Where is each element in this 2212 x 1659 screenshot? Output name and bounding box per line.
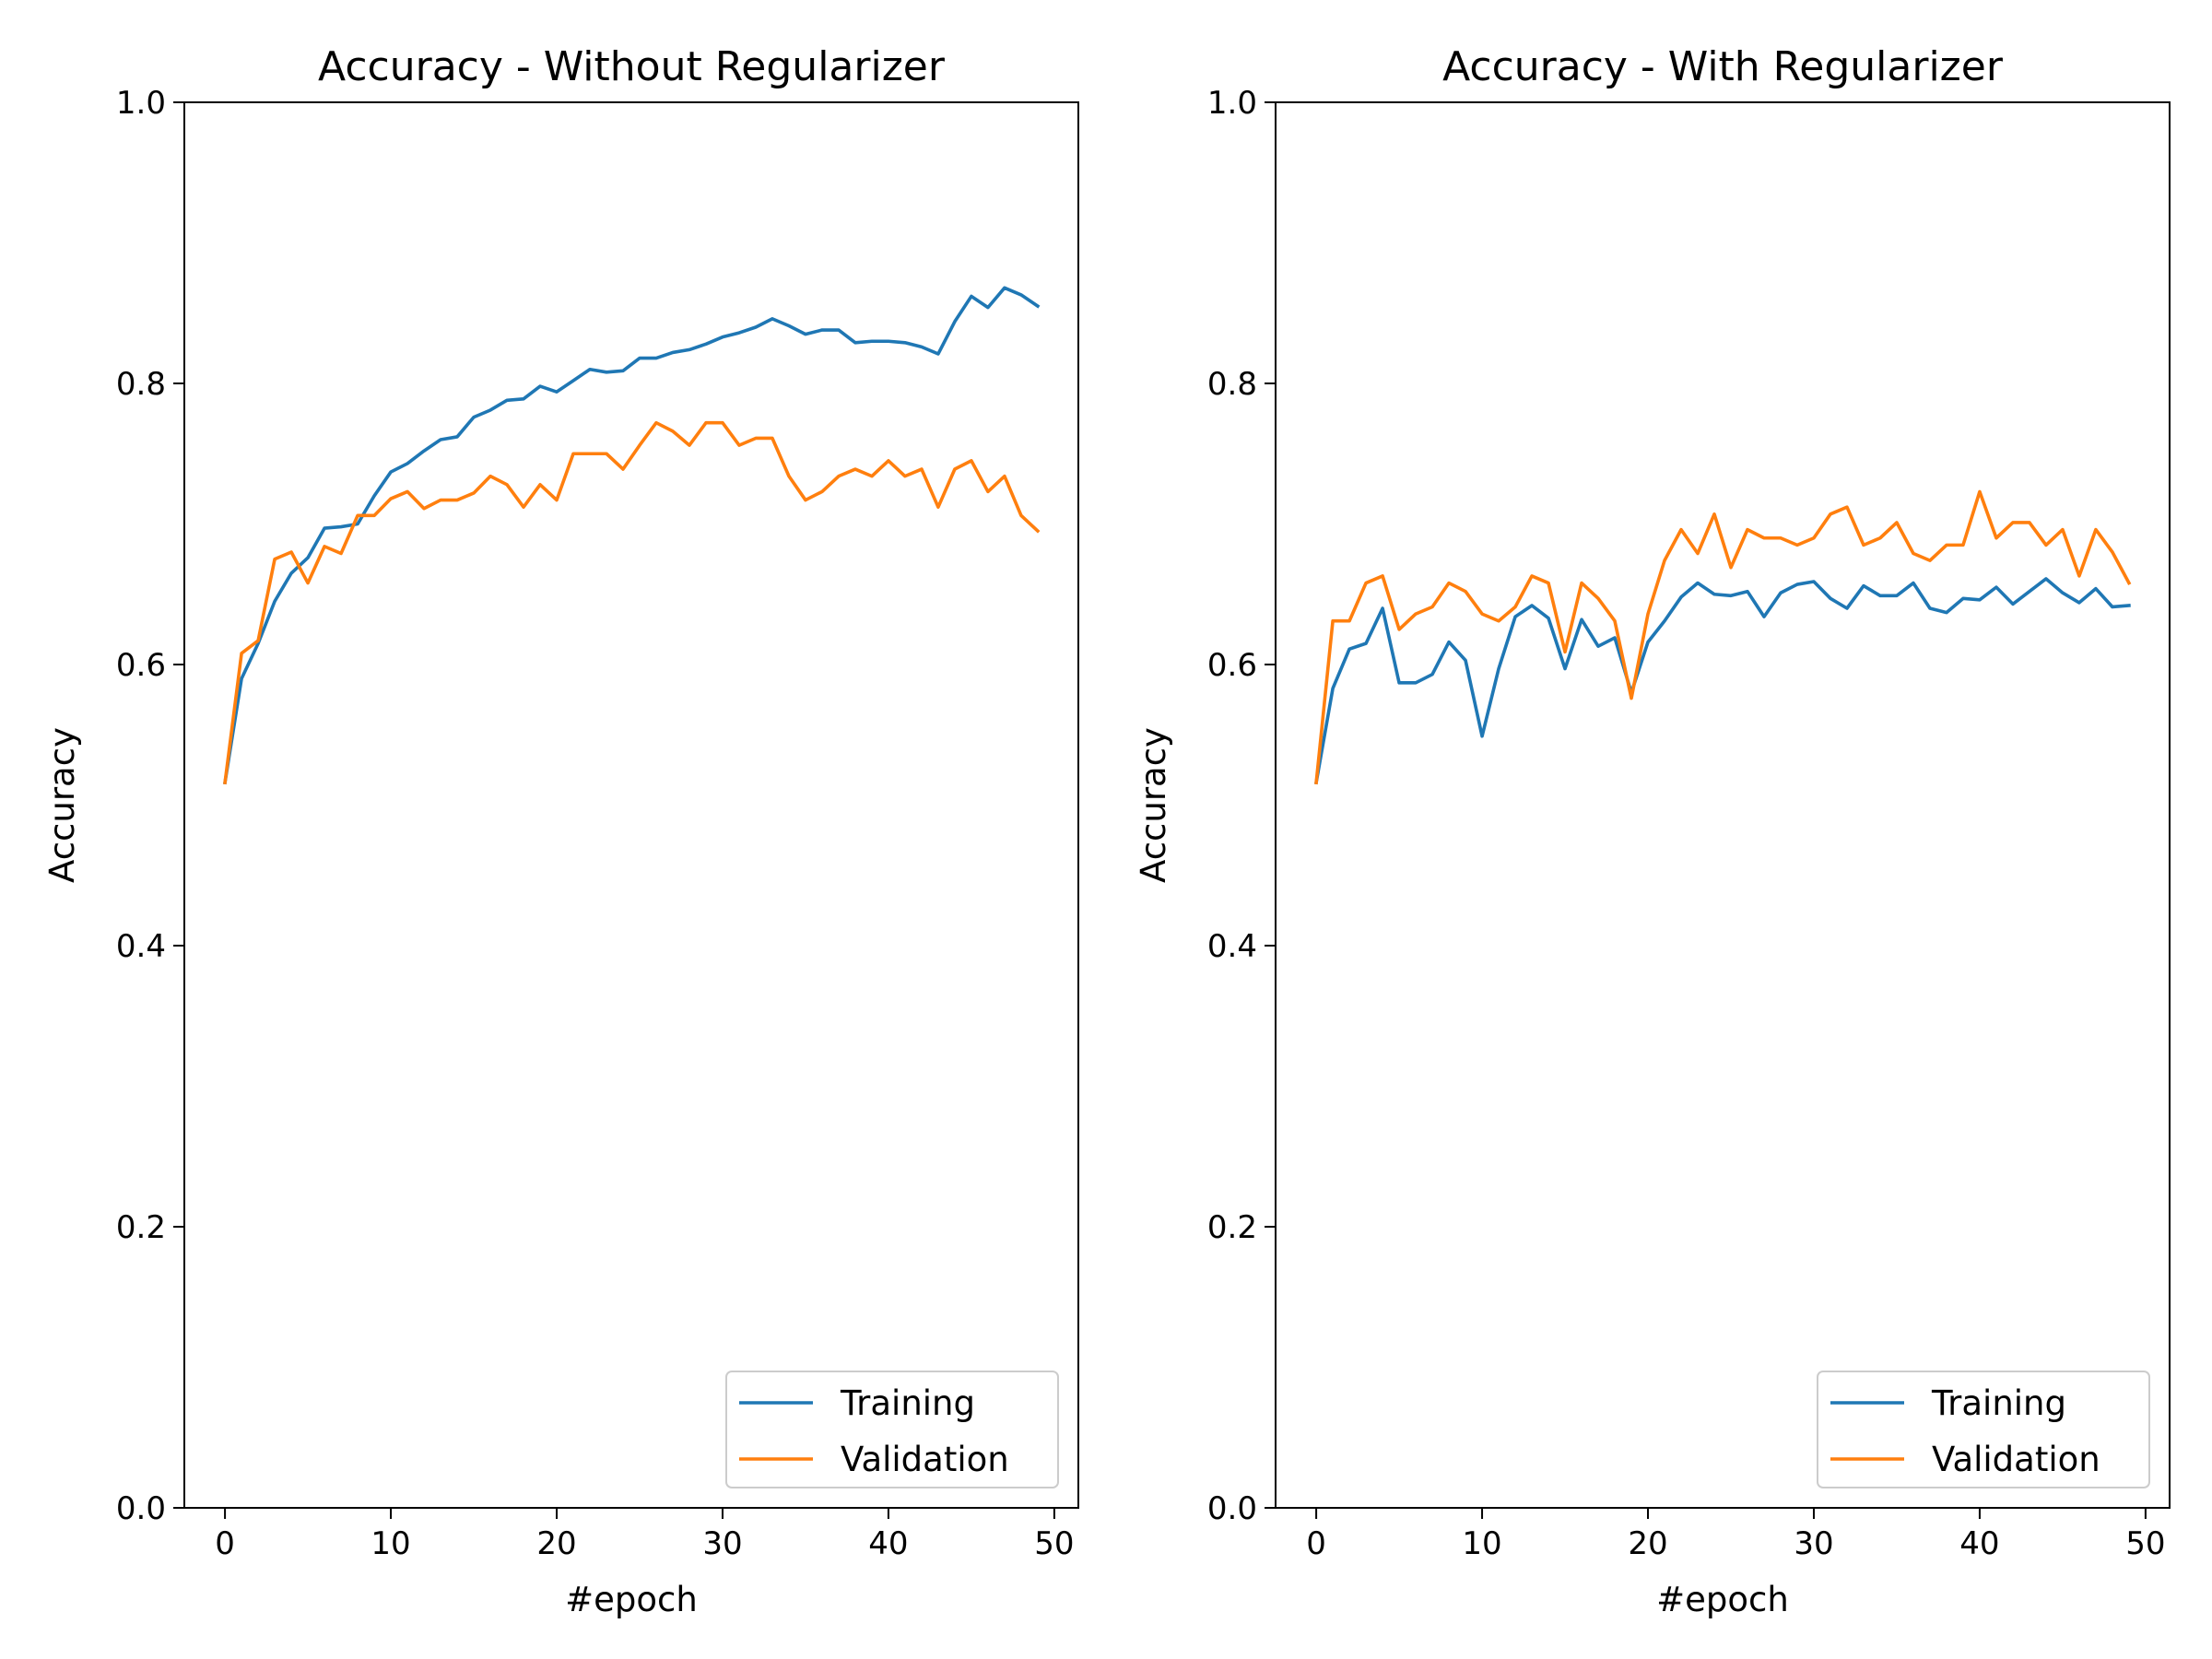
legend-label-training: Training	[1931, 1383, 2066, 1423]
x-tick-label: 30	[1794, 1525, 1833, 1562]
legend: Training Validation	[725, 1371, 1059, 1488]
legend-label-training: Training	[840, 1383, 975, 1423]
x-tick-label: 40	[1959, 1525, 1999, 1562]
y-tick-label: 0.6	[116, 647, 166, 684]
training-line	[1314, 577, 2131, 785]
y-tick-label: 0.6	[1207, 647, 1257, 684]
x-tick-label: 40	[868, 1525, 908, 1562]
series-lines	[223, 286, 1041, 785]
x-tick-label: 50	[1034, 1525, 1074, 1562]
legend: Training Validation	[1817, 1371, 2150, 1488]
series-lines	[1314, 489, 2132, 785]
y-tick-label: 1.0	[1207, 85, 1257, 122]
x-tick-label: 20	[1628, 1525, 1667, 1562]
y-tick-label: 0.8	[1207, 366, 1257, 403]
y-tick-label: 0.2	[116, 1209, 166, 1246]
accuracy-without-regularizer-panel: 0 10 20 30 40 50 0.0 0.2 0.4 0.6 0.8 1.0 Accuracy - …	[42, 43, 1079, 1619]
legend-label-validation: Validation	[1932, 1440, 2100, 1479]
axes-frame	[1275, 101, 2171, 1509]
y-tick-label: 1.0	[116, 85, 166, 122]
chart-title: Accuracy - Without Regularizer	[318, 43, 946, 90]
training-line	[223, 286, 1041, 785]
y-axis-label: Accuracy	[42, 727, 82, 883]
validation-line	[1314, 489, 2132, 785]
y-tick-label: 0.4	[116, 928, 166, 965]
chart-title: Accuracy - With Regularizer	[1442, 43, 2004, 90]
x-tick-label: 50	[2125, 1525, 2165, 1562]
y-axis-label: Accuracy	[1134, 727, 1173, 883]
x-tick-label: 30	[702, 1525, 742, 1562]
x-tick-label: 20	[536, 1525, 576, 1562]
x-axis-label: #epoch	[565, 1580, 698, 1619]
y-tick-label: 0.2	[1207, 1209, 1257, 1246]
y-tick-label: 0.0	[1207, 1490, 1257, 1527]
validation-line	[223, 420, 1041, 785]
x-tick-label: 0	[1306, 1525, 1326, 1562]
x-tick-label: 10	[1462, 1525, 1501, 1562]
y-tick-label: 0.8	[116, 366, 166, 403]
y-tick-label: 0.0	[116, 1490, 166, 1527]
legend-label-validation: Validation	[841, 1440, 1009, 1479]
y-tick-label: 0.4	[1207, 928, 1257, 965]
axes-frame	[183, 101, 1079, 1509]
accuracy-with-regularizer-panel: 0 10 20 30 40 50 0.0 0.2 0.4 0.6 0.8 1.0 Accuracy - …	[1134, 43, 2171, 1619]
x-tick-label: 10	[371, 1525, 410, 1562]
x-tick-label: 0	[215, 1525, 235, 1562]
x-axis-label: #epoch	[1656, 1580, 1789, 1619]
